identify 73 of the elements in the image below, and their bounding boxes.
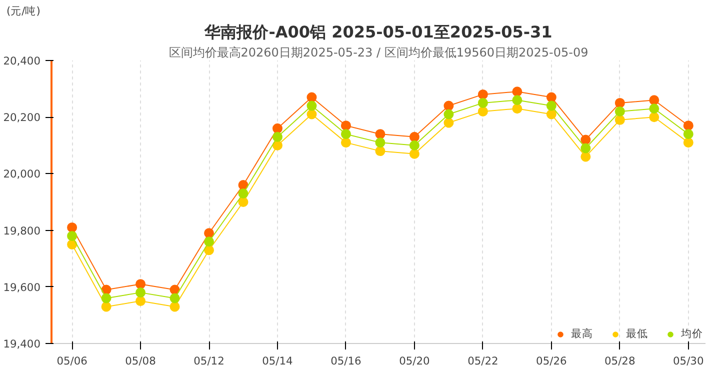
point	[204, 228, 214, 238]
point	[306, 109, 317, 120]
y-tick-label: 19,800	[3, 224, 41, 238]
text: (元/吨)	[6, 4, 40, 18]
point	[136, 296, 146, 306]
point	[444, 118, 454, 128]
point	[683, 120, 694, 131]
point	[375, 138, 386, 148]
point	[649, 95, 660, 106]
point	[683, 138, 694, 148]
point	[306, 92, 317, 102]
point	[204, 236, 214, 247]
point	[580, 143, 591, 154]
point	[614, 106, 625, 116]
point	[614, 98, 625, 108]
x-tick-label: 05/08	[125, 354, 156, 368]
legend-label: 最低	[626, 327, 648, 341]
point	[409, 132, 420, 142]
point	[67, 230, 78, 241]
point	[170, 302, 180, 312]
y-tick-label: 19,600	[3, 280, 41, 294]
point	[238, 188, 248, 198]
point	[340, 129, 351, 140]
point	[614, 114, 625, 125]
x-tick-label: 05/06	[56, 354, 88, 368]
point	[101, 293, 112, 304]
point	[272, 132, 282, 142]
point	[683, 129, 694, 140]
x-tick-label: 05/26	[536, 354, 567, 368]
point	[136, 279, 146, 290]
y-tick-label: 20,400	[3, 54, 41, 68]
point	[444, 100, 454, 111]
point	[340, 120, 351, 131]
point	[580, 134, 591, 145]
y-tick-label: 20,000	[3, 168, 41, 181]
point	[238, 197, 248, 207]
chart-title: 华南报价-A00铝 2025-05-01至2025-05-31	[204, 22, 552, 42]
point	[512, 86, 522, 97]
x-tick-label: 05/20	[399, 354, 430, 368]
point	[340, 138, 351, 148]
point	[136, 288, 146, 298]
point	[101, 302, 112, 312]
point	[170, 293, 180, 304]
point	[512, 95, 522, 106]
point	[546, 109, 556, 120]
y-tick-label: 19,400	[3, 338, 41, 350]
point	[512, 104, 522, 114]
chart-subtitle: 区间均价最高20260日期2025-05-23 / 区间均价最低19560日期2025-05-09	[168, 46, 588, 60]
x-tick-label: 05/12	[194, 354, 224, 368]
point	[546, 92, 556, 102]
legend-label: 最高	[571, 327, 593, 341]
point	[444, 109, 454, 120]
point	[580, 152, 591, 162]
point	[409, 148, 420, 159]
x-tick-label: 05/22	[468, 354, 498, 368]
point	[478, 89, 488, 100]
point	[306, 100, 317, 111]
point	[409, 140, 420, 150]
x-tick-label: 05/14	[262, 354, 294, 368]
point	[478, 98, 488, 108]
point	[67, 222, 78, 232]
point	[375, 129, 386, 140]
y-tick-label: 20,200	[3, 111, 41, 124]
point	[649, 112, 660, 122]
point	[375, 146, 386, 156]
point	[546, 100, 556, 111]
x-tick-label: 05/28	[604, 354, 636, 368]
point	[272, 123, 282, 134]
legend-label: 均价	[681, 327, 703, 341]
x-tick-label: 05/16	[330, 354, 362, 368]
point	[649, 104, 660, 114]
point	[478, 106, 488, 116]
x-tick-label: 05/30	[673, 354, 704, 368]
